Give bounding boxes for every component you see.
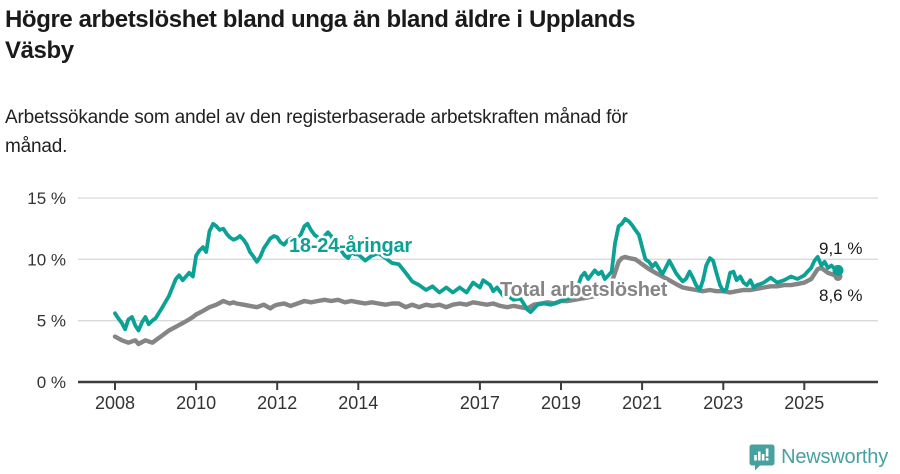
bar-chart-speech-bubble-icon <box>749 444 775 470</box>
y-tick-label-5: 5 % <box>37 312 66 331</box>
x-tick-label-2023: 2023 <box>703 393 743 413</box>
x-tick-label-2019: 2019 <box>541 393 581 413</box>
series-label-youth: 18-24-åringar <box>289 234 412 257</box>
chart-subtitle-line-1: Arbetssökande som andel av den registerb… <box>5 107 628 128</box>
line-youth <box>113 216 840 333</box>
end-value-total: 8,6 % <box>819 286 862 305</box>
end-value-labels: 9,1 % 8,6 % <box>819 239 862 305</box>
y-tick-label-10: 10 % <box>27 250 66 269</box>
chart-title-line-2: Väsby <box>5 37 74 64</box>
x-tick-label-2012: 2012 <box>257 393 297 413</box>
x-tick-label-2014: 2014 <box>338 393 378 413</box>
x-tick-label-2021: 2021 <box>622 393 662 413</box>
series-inline-labels: 18-24-åringar Total arbetslöshet <box>287 232 671 304</box>
x-tick-label-2010: 2010 <box>176 393 216 413</box>
data-series <box>112 216 844 347</box>
chart-title: Högre arbetslöshet bland unga än bland ä… <box>5 4 865 66</box>
y-tick-label-15: 15 % <box>27 189 66 208</box>
brand-name: Newsworthy <box>781 445 888 468</box>
end-value-youth: 9,1 % <box>819 239 862 258</box>
series-label-total: Total arbetslöshet <box>500 279 668 301</box>
chart-title-line-1: Högre arbetslöshet bland unga än bland ä… <box>5 6 636 33</box>
x-axis <box>78 380 878 390</box>
x-tick-label-2017: 2017 <box>460 393 500 413</box>
chart-subtitle-line-2: månad. <box>5 136 68 157</box>
end-dot-youth <box>832 264 844 276</box>
x-tick-label-2008: 2008 <box>95 393 135 413</box>
y-tick-label-0: 0 % <box>37 373 66 392</box>
chart-subtitle: Arbetssökande som andel av den registerb… <box>5 103 885 161</box>
axis-tick-labels: 0 % 5 % 10 % 15 % 2008 2010 2012 2014 2017 2019 20… <box>27 189 824 413</box>
x-tick-label-2025: 2025 <box>784 393 824 413</box>
newsworthy-logo[interactable]: Newsworthy <box>749 444 888 470</box>
line-total <box>112 254 841 347</box>
gridlines <box>78 197 878 322</box>
